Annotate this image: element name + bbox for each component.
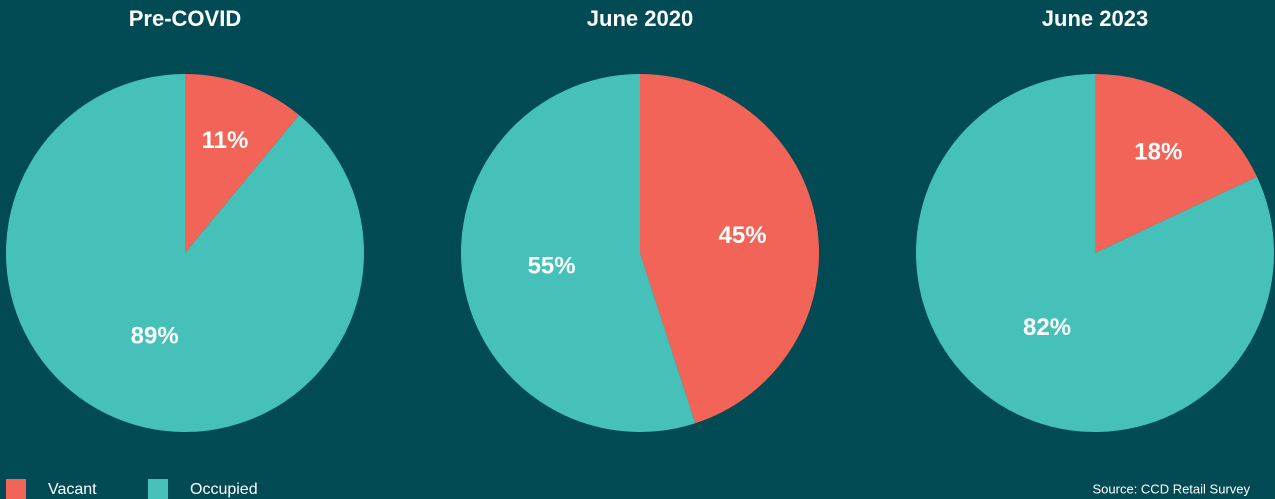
pie-slice — [461, 74, 696, 432]
chart-title: Pre-COVID — [129, 6, 241, 31]
pie-slice — [640, 74, 819, 424]
value-label: 82% — [1023, 314, 1071, 341]
chart-title: June 2023 — [1042, 6, 1148, 31]
pie-slice — [1095, 74, 1257, 253]
legend-label: Occupied — [190, 481, 258, 498]
legend-label: Vacant — [48, 481, 97, 498]
legend-swatch — [6, 479, 26, 499]
chart-title: June 2020 — [587, 6, 693, 31]
value-label: 45% — [719, 222, 767, 249]
legend-swatch — [148, 479, 168, 499]
value-label: 89% — [131, 323, 179, 350]
value-label: 18% — [1134, 139, 1182, 166]
source: Source: CCD Retail Survey — [1093, 481, 1251, 496]
pie-slice — [5, 74, 364, 432]
value-label: 55% — [528, 252, 576, 279]
value-label: 11% — [202, 127, 249, 154]
pie-slice — [915, 74, 1274, 432]
pie-slice — [185, 74, 300, 253]
